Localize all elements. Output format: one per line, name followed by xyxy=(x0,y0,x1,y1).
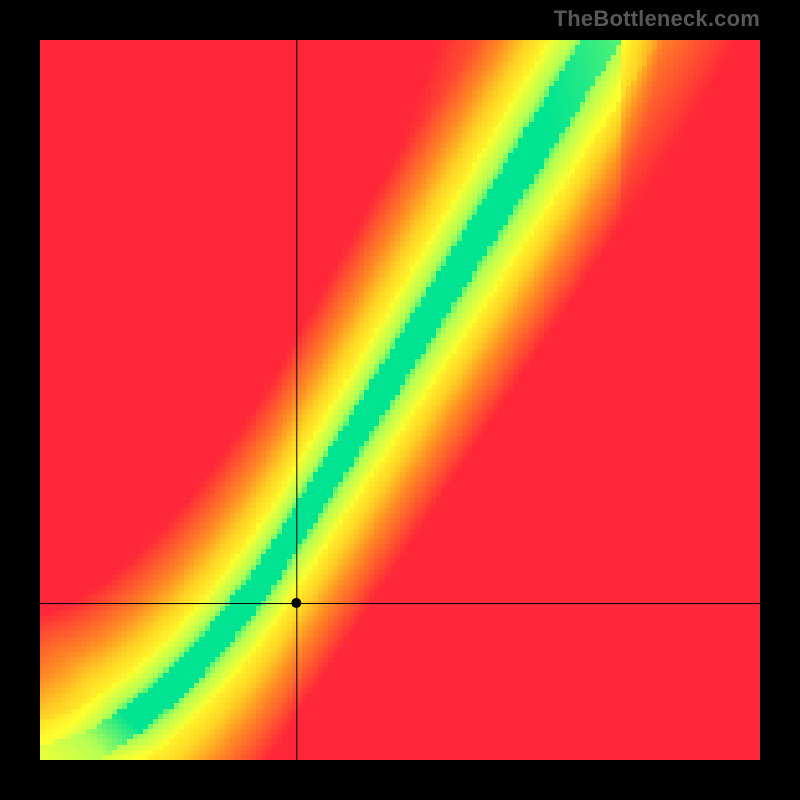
chart-container: TheBottleneck.com xyxy=(0,0,800,800)
plot-area xyxy=(40,40,760,760)
watermark-text: TheBottleneck.com xyxy=(554,6,760,32)
heatmap-canvas xyxy=(40,40,760,760)
